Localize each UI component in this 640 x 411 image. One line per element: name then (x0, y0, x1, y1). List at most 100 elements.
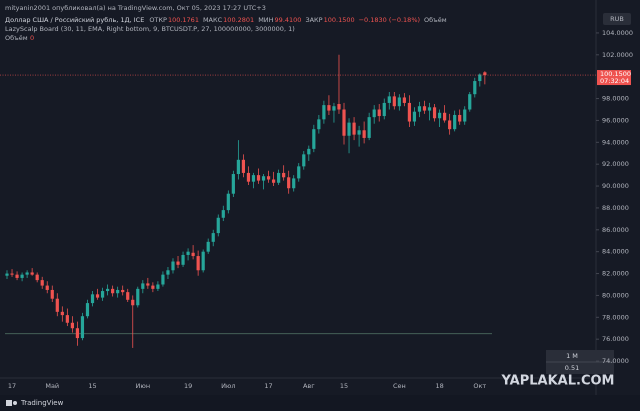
volume-label: Объём (5, 34, 28, 42)
header-text: Объём (424, 16, 447, 24)
candle-body (362, 130, 366, 138)
candle-body (211, 233, 215, 242)
candle-body (141, 283, 145, 289)
x-tick-label: Окт (473, 382, 486, 390)
candle-body (453, 114, 457, 130)
x-tick-label: 19 (184, 382, 192, 390)
candle-body (241, 159, 246, 173)
candle-body (95, 294, 100, 298)
y-tick-label: 102.0000 (602, 51, 633, 59)
candle-body (186, 251, 190, 255)
candle-body (60, 311, 64, 316)
candle-body (171, 261, 175, 271)
candle-body (367, 117, 371, 138)
y-tick-label: 98.0000 (602, 95, 629, 103)
header-text: 99.4100 (275, 16, 302, 24)
candle-body (473, 81, 477, 95)
volume-value: 0 (30, 34, 34, 42)
header-text: ЗАКР (305, 16, 322, 24)
y-tick-label: 96.0000 (602, 116, 629, 124)
candle-body (136, 288, 140, 306)
candle-body (297, 166, 301, 179)
candle-body (231, 174, 235, 194)
board-cell: 0.51 (565, 364, 579, 372)
candle-body (437, 112, 442, 119)
candle-body (312, 129, 316, 149)
candle-body (397, 97, 401, 107)
currency-box (603, 13, 631, 25)
candle-body (106, 288, 110, 292)
candle-body (377, 109, 381, 117)
x-tick-label: 18 (435, 382, 443, 390)
x-tick-label: Июн (136, 382, 151, 390)
candle-body (261, 176, 266, 181)
y-tick-label: 94.0000 (602, 138, 629, 146)
y-tick-label: 88.0000 (602, 204, 629, 212)
candle-body (322, 105, 326, 120)
y-tick-label: 86.0000 (602, 226, 629, 234)
last-price-box (597, 70, 631, 86)
candle-body (307, 148, 311, 155)
candle-body (90, 294, 95, 304)
y-tick-label: 74.0000 (602, 357, 629, 365)
candle-body (483, 72, 487, 76)
candle-body (317, 119, 321, 130)
board-cell: 1 M (566, 352, 578, 360)
candle-body (131, 299, 135, 306)
y-tick-label: 80.0000 (602, 291, 629, 299)
candle-body (448, 120, 452, 130)
candle-body (156, 284, 160, 289)
candle-body (432, 107, 437, 119)
header-text: 100.1500 (324, 16, 355, 24)
x-tick-label: 17 (264, 382, 272, 390)
candle-body (302, 154, 306, 167)
candle-body (191, 252, 195, 257)
x-tick-label: Сен (393, 382, 406, 390)
candle-body (100, 291, 105, 298)
candle-body (478, 74, 482, 82)
header-text: ОТКР (149, 16, 167, 24)
candle-body (282, 172, 286, 178)
candle-body (236, 159, 240, 175)
header-text: 100.2801 (223, 16, 254, 24)
candle-body (392, 96, 396, 107)
candle-body (458, 114, 462, 122)
candle-body (10, 273, 14, 275)
candle-body (25, 272, 29, 275)
candle-body (251, 175, 256, 182)
candle-body (121, 289, 125, 293)
candle-body (463, 109, 467, 122)
candle-body (342, 109, 346, 136)
candle-body (161, 274, 165, 285)
candle-body (206, 241, 210, 252)
candle-body (15, 274, 19, 278)
header-text: −0.1830 (−0.18%) (359, 16, 420, 24)
candle-body (277, 172, 281, 183)
candle-body (146, 283, 150, 286)
candle-body (216, 217, 220, 234)
candle-body (65, 315, 69, 323)
candle-body (176, 261, 180, 265)
candle-body (151, 285, 155, 289)
candle-body (332, 106, 336, 111)
candle-body (347, 122, 351, 136)
indicator: LazyScalp Board (30, 11, EMA, Right bott… (5, 25, 295, 33)
y-tick-label: 84.0000 (602, 248, 629, 256)
y-tick-label: 76.0000 (602, 335, 629, 343)
candle-body (196, 256, 200, 271)
candle-body (85, 303, 90, 317)
candle-body (45, 285, 49, 290)
header-text: МИН (258, 16, 273, 24)
header-text: МАКС (203, 16, 223, 24)
candle-body (327, 105, 331, 111)
countdown: 07:32:04 (600, 77, 629, 85)
candle-body (50, 289, 54, 299)
y-tick-label: 82.0000 (602, 270, 629, 278)
candle-body (75, 328, 80, 339)
candle-body (35, 274, 39, 281)
candle-body (126, 292, 130, 300)
candle-body (80, 316, 85, 339)
x-tick-label: Май (45, 382, 59, 390)
